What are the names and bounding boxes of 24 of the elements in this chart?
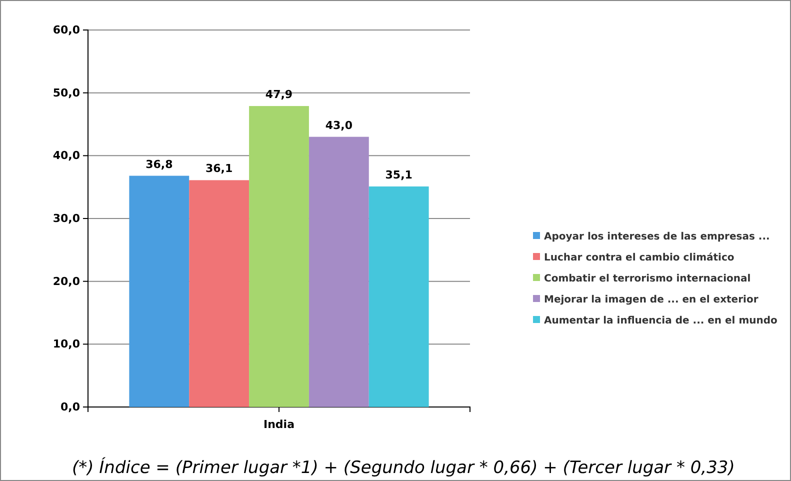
- text: (*) Índice = (Primer lugar *1) + (Segundo lugar * 0,66) + (Tercer lugar * 0,33): [72, 457, 735, 478]
- y-tick-label: 10,0: [52, 338, 80, 351]
- bar: [189, 180, 250, 407]
- x-tick-label: India: [264, 418, 294, 432]
- y-tick-label: 60,0: [52, 24, 80, 37]
- data-label: 35,1: [385, 168, 412, 182]
- data-label: 43,0: [325, 118, 353, 132]
- y-tick-label: 40,0: [52, 149, 80, 162]
- data-label: 36,1: [206, 162, 233, 176]
- legend-label: Mejorar la imagen de ... en el exterior: [544, 294, 758, 306]
- bar: [129, 176, 190, 407]
- y-tick-label: 30,0: [52, 212, 80, 226]
- data-label: 36,8: [146, 158, 173, 171]
- y-tick-label: 20,0: [52, 274, 80, 288]
- y-tick-label: 0,0: [60, 400, 80, 414]
- legend-label: Luchar contra el cambio climático: [544, 252, 734, 264]
- bar: [249, 106, 309, 407]
- legend-label: Apoyar los intereses de las empresas ...: [544, 232, 770, 242]
- y-tick-label: 50,0: [52, 86, 80, 100]
- legend-label: Combatir el terrorismo internacional: [544, 274, 751, 284]
- legend-label: Aumentar la influencia de ... en el mundo: [544, 316, 778, 326]
- bar: [368, 186, 429, 407]
- data-label: 47,9: [265, 88, 293, 102]
- bar: [308, 136, 369, 407]
